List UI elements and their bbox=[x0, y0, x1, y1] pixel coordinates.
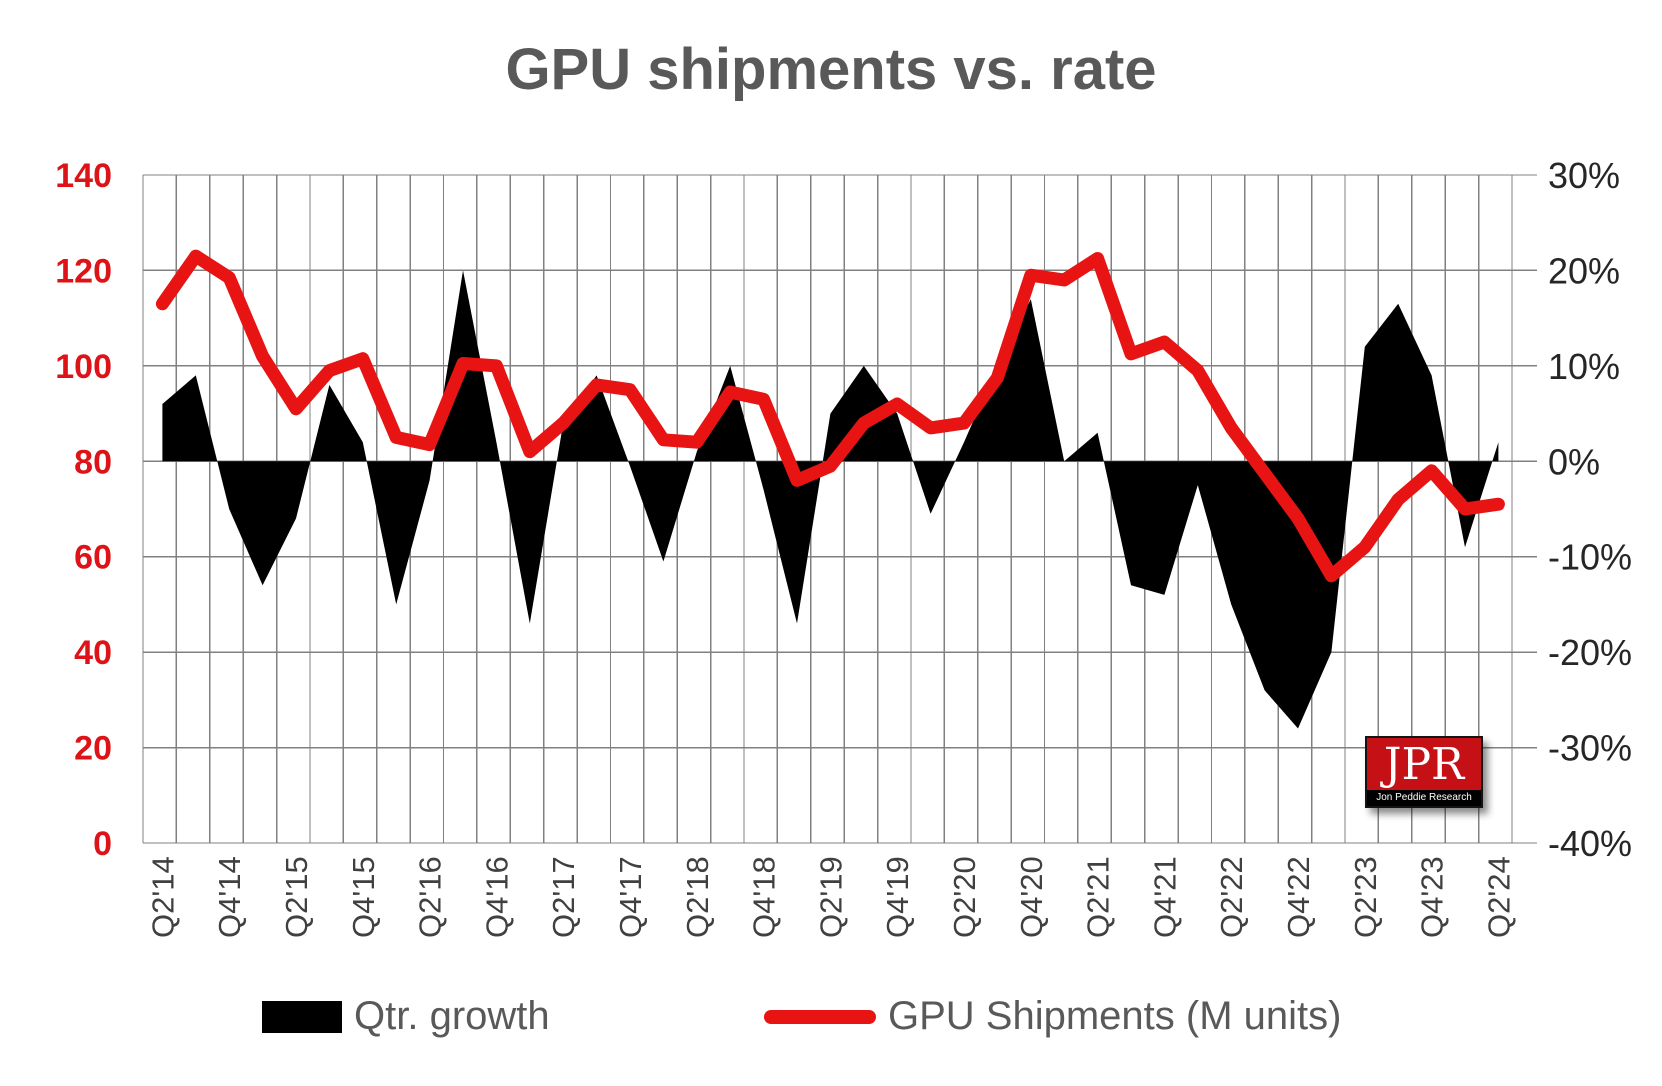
black-area-swatch-icon bbox=[262, 1000, 342, 1033]
legend: Qtr. growth GPU Shipments (M units) bbox=[0, 990, 1662, 1060]
legend-item-qtr-growth: Qtr. growth bbox=[262, 994, 550, 1039]
right-axis-tick-label: 10% bbox=[1548, 346, 1620, 387]
left-axis-tick-label: 0 bbox=[93, 825, 112, 863]
jpr-logo-name: Jon Peddie Research bbox=[1367, 790, 1481, 806]
x-axis-tick-label: Q4'20 bbox=[1014, 856, 1049, 938]
right-axis-tick-label: -30% bbox=[1548, 728, 1632, 769]
x-axis-tick-label: Q2'15 bbox=[279, 856, 314, 938]
x-axis-tick-label: Q2'14 bbox=[145, 856, 180, 938]
right-axis-tick-label: -10% bbox=[1548, 537, 1632, 578]
left-axis-tick-label: 20 bbox=[74, 730, 112, 768]
legend-item-gpu-shipments: GPU Shipments (M units) bbox=[764, 994, 1341, 1039]
x-axis-tick-label: Q4'21 bbox=[1147, 856, 1182, 938]
x-axis-tick-label: Q4'16 bbox=[479, 856, 514, 938]
x-axis-tick-label: Q2'23 bbox=[1348, 856, 1383, 938]
legend-label-qtr-growth: Qtr. growth bbox=[354, 994, 550, 1038]
right-axis-tick-label: 20% bbox=[1548, 250, 1620, 291]
x-axis-tick-label: Q2'19 bbox=[813, 856, 848, 938]
x-axis-tick-label: Q2'24 bbox=[1481, 856, 1516, 938]
left-axis-tick-label: 40 bbox=[74, 634, 112, 672]
x-axis-tick-label: Q2'21 bbox=[1081, 856, 1116, 938]
qtr-growth-area bbox=[162, 270, 1499, 729]
left-axis-tick-label: 120 bbox=[55, 252, 112, 290]
legend-label-gpu-shipments: GPU Shipments (M units) bbox=[888, 994, 1342, 1038]
right-axis-tick-label: 0% bbox=[1548, 441, 1600, 482]
x-axis-tick-label: Q4'18 bbox=[747, 856, 782, 938]
jpr-logo: JPR Jon Peddie Research bbox=[1365, 736, 1483, 808]
x-axis-tick-label: Q2'17 bbox=[546, 856, 581, 938]
red-line-swatch-icon bbox=[764, 1009, 876, 1024]
jpr-logo-acronym: JPR bbox=[1383, 739, 1465, 790]
left-axis-tick-label: 140 bbox=[55, 157, 112, 195]
x-axis-tick-label: Q2'22 bbox=[1214, 856, 1249, 938]
gpu-shipments-line bbox=[155, 249, 1505, 583]
x-axis-tick-label: Q4'22 bbox=[1281, 856, 1316, 938]
x-axis-tick-label: Q4'15 bbox=[346, 856, 381, 938]
x-axis-tick-label: Q4'19 bbox=[880, 856, 915, 938]
x-axis-tick-label: Q2'20 bbox=[947, 856, 982, 938]
x-axis-tick-label: Q4'23 bbox=[1415, 856, 1450, 938]
left-axis-tick-label: 80 bbox=[74, 443, 112, 481]
left-axis-tick-label: 60 bbox=[74, 539, 112, 577]
x-axis-tick-label: Q4'14 bbox=[212, 856, 247, 938]
left-axis-tick-label: 100 bbox=[55, 348, 112, 386]
x-axis-tick-label: Q2'18 bbox=[680, 856, 715, 938]
x-axis-tick-label: Q2'16 bbox=[413, 856, 448, 938]
chart-title: GPU shipments vs. rate bbox=[505, 37, 1157, 102]
right-axis-tick-label: -20% bbox=[1548, 632, 1632, 673]
right-axis-tick-label: -40% bbox=[1548, 823, 1632, 864]
x-axis-tick-label: Q4'17 bbox=[613, 856, 648, 938]
right-axis-tick-label: 30% bbox=[1548, 155, 1620, 196]
